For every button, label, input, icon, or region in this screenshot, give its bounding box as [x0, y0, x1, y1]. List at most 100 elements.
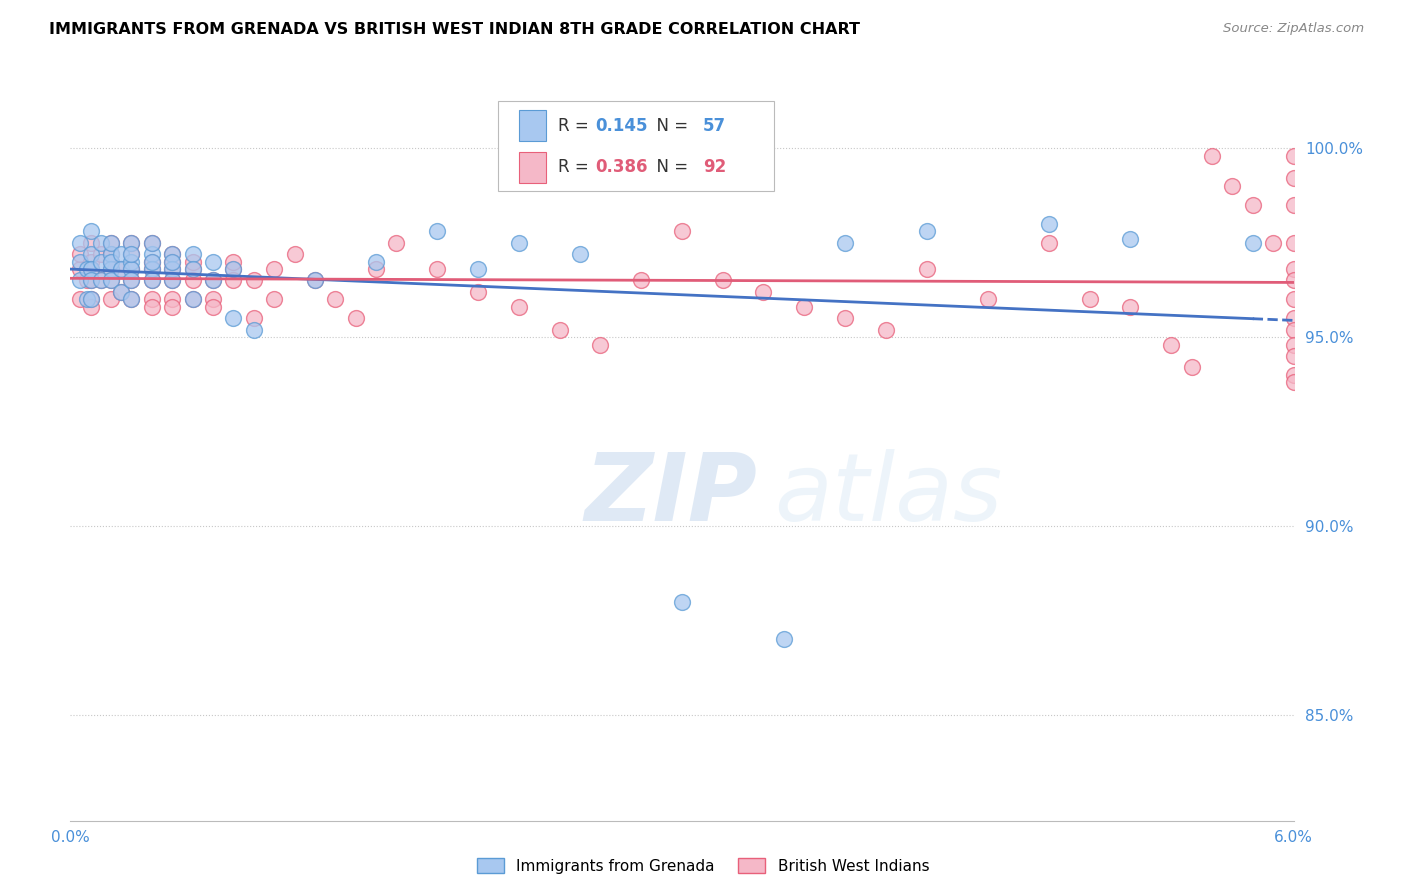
- Point: [1038, 217, 1060, 231]
- FancyBboxPatch shape: [519, 110, 546, 141]
- Point: [141, 235, 163, 250]
- Point: [162, 273, 183, 287]
- Point: [1282, 337, 1305, 351]
- Point: [100, 247, 122, 261]
- Point: [284, 247, 307, 261]
- Point: [141, 293, 163, 307]
- Point: [76, 293, 98, 307]
- Point: [100, 262, 122, 277]
- Point: [325, 293, 347, 307]
- Point: [141, 247, 163, 261]
- Text: atlas: atlas: [773, 450, 1002, 541]
- Point: [141, 273, 163, 287]
- Point: [793, 300, 815, 314]
- Point: [1282, 368, 1305, 382]
- Point: [915, 262, 938, 277]
- Text: 0.386: 0.386: [595, 158, 648, 176]
- Point: [76, 273, 98, 287]
- Point: [222, 311, 245, 326]
- Point: [1263, 235, 1285, 250]
- Point: [1282, 322, 1305, 336]
- Point: [162, 262, 183, 277]
- Point: [79, 224, 103, 238]
- Point: [589, 337, 612, 351]
- Point: [222, 254, 245, 268]
- Point: [121, 273, 143, 287]
- Point: [141, 235, 163, 250]
- Point: [79, 300, 103, 314]
- Point: [121, 293, 143, 307]
- Text: N =: N =: [647, 117, 693, 135]
- Point: [1282, 376, 1305, 390]
- Point: [222, 273, 245, 287]
- Point: [79, 235, 103, 250]
- Point: [121, 293, 143, 307]
- Point: [162, 247, 183, 261]
- Point: [344, 311, 367, 326]
- Point: [110, 262, 132, 277]
- Point: [181, 293, 204, 307]
- Point: [79, 293, 103, 307]
- Text: IMMIGRANTS FROM GRENADA VS BRITISH WEST INDIAN 8TH GRADE CORRELATION CHART: IMMIGRANTS FROM GRENADA VS BRITISH WEST …: [49, 22, 860, 37]
- Point: [304, 273, 326, 287]
- Point: [1282, 149, 1305, 163]
- Point: [69, 293, 91, 307]
- Point: [222, 262, 245, 277]
- Point: [426, 224, 449, 238]
- Point: [69, 254, 91, 268]
- Point: [1241, 235, 1264, 250]
- Point: [141, 254, 163, 268]
- Point: [1282, 273, 1305, 287]
- Text: ZIP: ZIP: [583, 449, 756, 541]
- Point: [90, 273, 112, 287]
- Point: [366, 254, 388, 268]
- Point: [121, 262, 143, 277]
- Point: [141, 262, 163, 277]
- Point: [1078, 293, 1101, 307]
- Point: [243, 311, 266, 326]
- Point: [263, 293, 285, 307]
- Point: [1282, 311, 1305, 326]
- Point: [671, 224, 693, 238]
- Point: [100, 273, 122, 287]
- Point: [548, 322, 571, 336]
- Legend: Immigrants from Grenada, British West Indians: Immigrants from Grenada, British West In…: [471, 852, 935, 880]
- Text: 92: 92: [703, 158, 725, 176]
- Point: [181, 293, 204, 307]
- Point: [1222, 179, 1244, 194]
- Point: [121, 235, 143, 250]
- Point: [100, 235, 122, 250]
- Text: 57: 57: [703, 117, 725, 135]
- Point: [79, 247, 103, 261]
- Point: [69, 262, 91, 277]
- Point: [162, 293, 183, 307]
- Point: [630, 273, 652, 287]
- Point: [141, 254, 163, 268]
- Point: [121, 247, 143, 261]
- Point: [100, 235, 122, 250]
- Point: [79, 273, 103, 287]
- Point: [79, 273, 103, 287]
- Point: [202, 300, 225, 314]
- Point: [202, 254, 225, 268]
- Point: [69, 247, 91, 261]
- Point: [915, 224, 938, 238]
- Point: [243, 273, 266, 287]
- Point: [875, 322, 897, 336]
- Point: [110, 285, 132, 299]
- Point: [141, 273, 163, 287]
- Point: [141, 300, 163, 314]
- Point: [100, 293, 122, 307]
- Point: [671, 594, 693, 608]
- Point: [304, 273, 326, 287]
- Text: N =: N =: [647, 158, 693, 176]
- Point: [90, 235, 112, 250]
- Point: [90, 254, 112, 268]
- Point: [202, 293, 225, 307]
- Point: [222, 262, 245, 277]
- Point: [162, 247, 183, 261]
- Point: [202, 273, 225, 287]
- Point: [90, 247, 112, 261]
- Point: [100, 254, 122, 268]
- Point: [834, 311, 856, 326]
